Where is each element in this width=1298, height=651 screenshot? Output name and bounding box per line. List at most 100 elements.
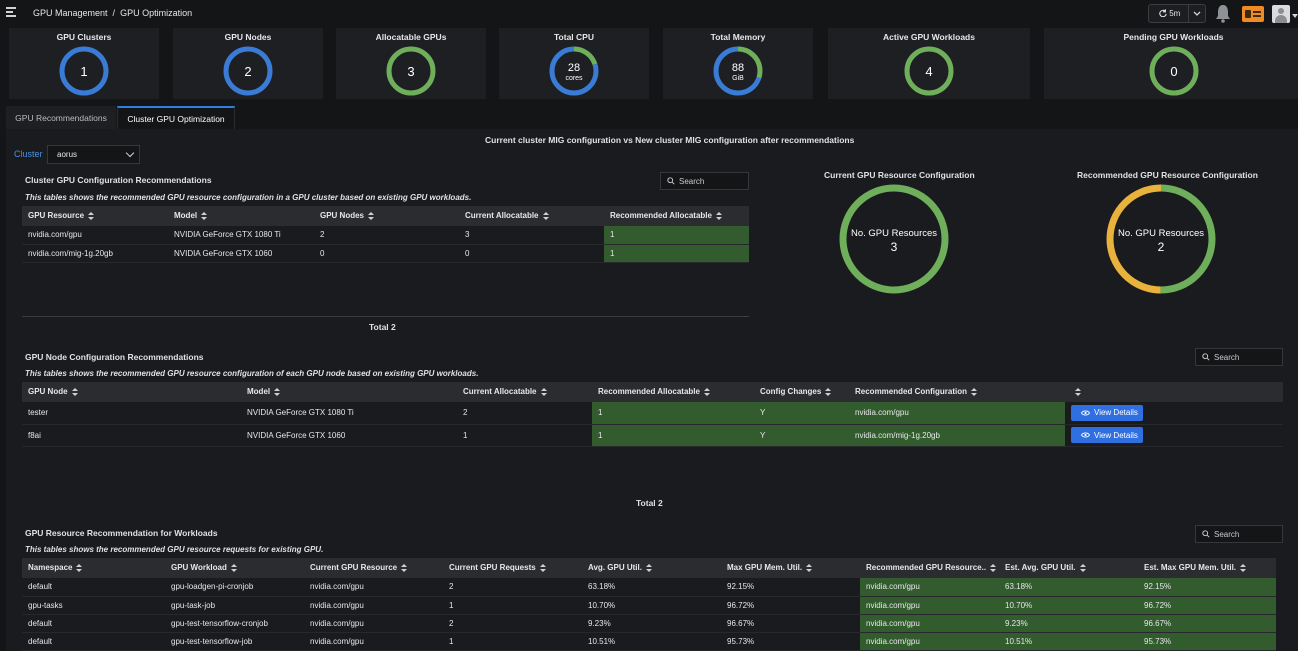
column-header-current-gpu-requests[interactable]: Current GPU Requests bbox=[443, 558, 582, 578]
sort-icon[interactable] bbox=[806, 563, 813, 573]
search-placeholder: Search bbox=[1214, 529, 1240, 539]
column-header-gpu-node[interactable]: GPU Node bbox=[22, 382, 241, 402]
sort-icon[interactable] bbox=[274, 387, 281, 397]
column-header-recommended-gpu-resource[interactable]: Recommended GPU Resource.. bbox=[860, 558, 999, 578]
column-header-label: Est. Max GPU Mem. Util. bbox=[1144, 563, 1237, 573]
table-cell: 0 bbox=[314, 244, 459, 263]
column-header-model[interactable]: Model bbox=[168, 206, 314, 226]
sort-icon[interactable] bbox=[539, 563, 546, 573]
table-cell: nvidia.com/gpu bbox=[304, 596, 443, 615]
sort-icon[interactable] bbox=[645, 563, 652, 573]
contact-card-icon[interactable] bbox=[1242, 6, 1264, 22]
donut-segment bbox=[1149, 46, 1198, 96]
tab-cluster-gpu-optimization[interactable]: Cluster GPU Optimization bbox=[117, 106, 235, 129]
column-header-current-allocatable[interactable]: Current Allocatable bbox=[459, 206, 604, 226]
kpi-total-cpu: Total CPU 28 cores bbox=[499, 28, 649, 99]
column-header-est-max-gpu-mem-util[interactable]: Est. Max GPU Mem. Util. bbox=[1138, 558, 1276, 578]
sort-icon[interactable] bbox=[368, 211, 375, 221]
column-header-current-allocatable[interactable]: Current Allocatable bbox=[457, 382, 592, 402]
kpi-title: Pending GPU Workloads bbox=[1123, 32, 1224, 42]
caret-down-icon[interactable] bbox=[1292, 14, 1298, 18]
column-header-recommended-allocatable[interactable]: Recommended Allocatable bbox=[604, 206, 749, 226]
sort-icon[interactable] bbox=[715, 211, 722, 221]
sort-icon[interactable] bbox=[1079, 563, 1086, 573]
sort-icon[interactable] bbox=[201, 211, 208, 221]
menu-icon[interactable] bbox=[6, 7, 18, 18]
table-cell-recommended: 1 bbox=[592, 402, 754, 425]
table-cell: f8ai bbox=[22, 424, 241, 447]
column-header-est-avg-gpu-util[interactable]: Est. Avg. GPU Util. bbox=[999, 558, 1138, 578]
breadcrumb-parent[interactable]: GPU Management bbox=[33, 8, 108, 18]
sort-icon[interactable] bbox=[401, 563, 408, 573]
breadcrumb-separator: / bbox=[112, 8, 116, 18]
table-cell: nvidia.com/gpu bbox=[22, 226, 168, 245]
sort-icon[interactable] bbox=[1240, 563, 1247, 573]
cluster-select-value: aorus bbox=[57, 150, 78, 159]
sort-icon[interactable] bbox=[971, 387, 978, 397]
sort-icon[interactable] bbox=[825, 387, 832, 397]
cluster-config-title: Cluster GPU Configuration Recommendation… bbox=[25, 175, 212, 185]
table-cell-recommended: 1 bbox=[604, 226, 749, 245]
column-header-label: Avg. GPU Util. bbox=[588, 563, 642, 573]
table-row: f8ai NVIDIA GeForce GTX 1060 1 1 Y nvidi… bbox=[22, 424, 1283, 447]
column-header-gpu-workload[interactable]: GPU Workload bbox=[165, 558, 304, 578]
cluster-config-total: Total 2 bbox=[369, 322, 396, 332]
view-details-button[interactable]: View Details bbox=[1071, 404, 1143, 421]
table-cell: NVIDIA GeForce GTX 1080 Ti bbox=[168, 226, 314, 245]
table-header-row: GPU Resource Model GPU Nodes Current All… bbox=[22, 206, 749, 226]
column-header-recommended-allocatable[interactable]: Recommended Allocatable bbox=[592, 382, 754, 402]
kpi-donut: 0 bbox=[1149, 46, 1198, 96]
sort-icon[interactable] bbox=[1075, 387, 1081, 397]
sort-icon[interactable] bbox=[990, 563, 997, 573]
node-config-search-input[interactable]: Search bbox=[1195, 348, 1283, 366]
column-header-label: Max GPU Mem. Util. bbox=[727, 563, 803, 573]
node-config-description: This tables shows the recommended GPU re… bbox=[25, 369, 479, 378]
sort-icon[interactable] bbox=[76, 563, 83, 573]
bell-icon[interactable] bbox=[1214, 4, 1232, 23]
sort-icon[interactable] bbox=[71, 387, 78, 397]
column-header-model[interactable]: Model bbox=[241, 382, 457, 402]
sort-icon[interactable] bbox=[230, 563, 237, 573]
avatar[interactable] bbox=[1272, 5, 1290, 23]
column-header-namespace[interactable]: Namespace bbox=[22, 558, 165, 578]
workload-rec-search-input[interactable]: Search bbox=[1195, 525, 1283, 543]
column-header-recommended-configuration[interactable]: Recommended Configuration bbox=[849, 382, 1065, 402]
donut-label: No. GPU Resources bbox=[1118, 228, 1204, 239]
kpi-title: GPU Clusters bbox=[56, 32, 112, 42]
donut-label: 2 bbox=[244, 64, 251, 79]
refresh-dropdown-button[interactable] bbox=[1187, 5, 1205, 22]
table-row: default gpu-loadgen-pi-cronjob nvidia.co… bbox=[22, 578, 1276, 597]
column-header-avg-gpu-util[interactable]: Avg. GPU Util. bbox=[582, 558, 721, 578]
sort-icon[interactable] bbox=[88, 211, 95, 221]
table-cell-recommended: Y bbox=[754, 402, 849, 425]
cluster-config-search-input[interactable]: Search bbox=[660, 172, 749, 190]
tab-gpu-recommendations[interactable]: GPU Recommendations bbox=[6, 106, 116, 129]
search-icon bbox=[1202, 530, 1210, 538]
cluster-select[interactable]: aorus bbox=[47, 145, 140, 164]
donut-segment bbox=[904, 46, 954, 96]
column-header-gpu-nodes[interactable]: GPU Nodes bbox=[314, 206, 459, 226]
chevron-down-icon bbox=[125, 148, 135, 158]
sort-icon[interactable] bbox=[540, 387, 547, 397]
table-cell: gpu-task-job bbox=[165, 596, 304, 615]
sort-icon[interactable] bbox=[703, 387, 710, 397]
refresh-interval-control[interactable]: 5m bbox=[1148, 4, 1206, 23]
column-header-label: Model bbox=[247, 387, 271, 397]
table-cell: default bbox=[22, 632, 165, 651]
table-cell: 95.73% bbox=[721, 632, 860, 651]
donut-segment bbox=[839, 184, 949, 294]
donut-label: 2 bbox=[1158, 240, 1165, 254]
donut-label: 28 bbox=[568, 62, 580, 74]
column-header-current-gpu-resource[interactable]: Current GPU Resource bbox=[304, 558, 443, 578]
node-config-table: GPU Node Model Current Allocatable Recom… bbox=[22, 382, 1283, 447]
column-header-actions[interactable] bbox=[1065, 382, 1283, 402]
refresh-button[interactable]: 5m bbox=[1159, 9, 1188, 18]
sort-icon[interactable] bbox=[542, 211, 549, 221]
view-details-button[interactable]: View Details bbox=[1071, 427, 1143, 443]
column-header-config-changes[interactable]: Config Changes bbox=[754, 382, 849, 402]
column-header-max-gpu-mem-util[interactable]: Max GPU Mem. Util. bbox=[721, 558, 860, 578]
current-config-title: Current GPU Resource Configuration bbox=[824, 170, 975, 180]
column-header-gpu-resource[interactable]: GPU Resource bbox=[22, 206, 168, 226]
